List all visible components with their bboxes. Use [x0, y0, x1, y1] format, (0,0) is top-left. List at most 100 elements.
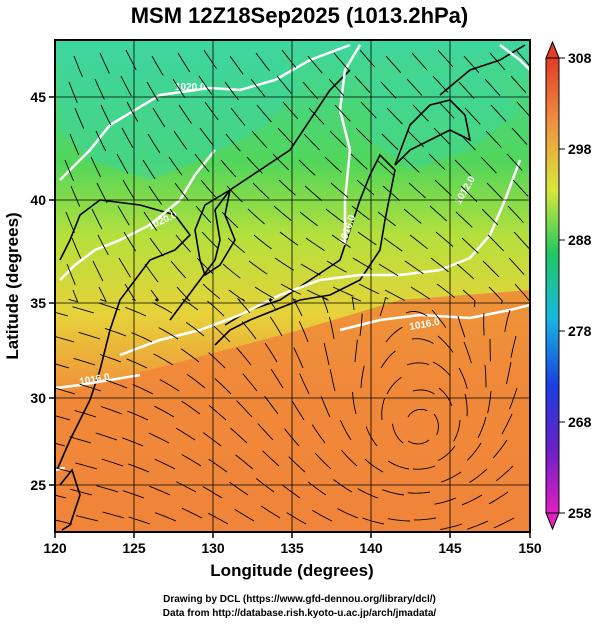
streamline: [101, 458, 124, 467]
colorbar: 258 268 278 288 298 308: [545, 40, 592, 531]
streamline: [92, 260, 104, 282]
streamline: [379, 296, 389, 317]
streamline: [302, 81, 319, 100]
streamline: [78, 331, 101, 340]
data-source-credit: Data from http://database.rish.kyoto-u.a…: [162, 608, 437, 619]
streamline: [386, 107, 403, 125]
streamline: [153, 353, 174, 366]
streamline: [408, 182, 426, 199]
streamline: [482, 260, 500, 278]
streamline: [176, 286, 191, 302]
streamline: [68, 81, 78, 103]
streamline: [202, 283, 221, 300]
streamline: [122, 179, 135, 200]
streamline: [480, 156, 497, 174]
streamline: [326, 260, 347, 273]
streamline: [194, 153, 210, 172]
streamline: [432, 75, 449, 93]
streamline: [66, 263, 76, 285]
streamline: [147, 133, 161, 154]
streamline: [257, 423, 274, 441]
streamline: [214, 378, 232, 395]
streamline: [70, 488, 93, 496]
streamline: [461, 494, 483, 506]
streamline: [69, 436, 92, 444]
coastlines: [56, 44, 526, 531]
grid-lines: [55, 40, 530, 532]
streamline: [437, 335, 454, 353]
streamline: [407, 491, 431, 494]
streamline: [493, 439, 508, 459]
streamline: [74, 107, 85, 129]
streamline: [272, 153, 290, 171]
streamline: [431, 309, 447, 328]
streamline: [94, 78, 105, 100]
streamline: [298, 159, 316, 176]
streamline: [120, 75, 132, 97]
streamline: [230, 107, 246, 126]
streamline: [360, 101, 377, 119]
streamline: [428, 153, 446, 171]
streamline: [100, 406, 123, 415]
streamline: [154, 458, 176, 470]
streamline: [305, 237, 325, 251]
streamline: [307, 481, 327, 496]
streamline: [99, 52, 110, 74]
streamline: [277, 127, 294, 145]
streamline: [486, 182, 503, 200]
streamline: [385, 326, 403, 343]
streamline: [158, 327, 179, 340]
streamline: [198, 75, 213, 95]
colorbar-min-arrow: [545, 512, 560, 531]
streamline: [383, 237, 403, 252]
streamline: [337, 508, 359, 519]
streamline: [487, 390, 492, 414]
streamline: [509, 387, 518, 410]
streamline: [262, 450, 280, 467]
streamline: [355, 127, 373, 145]
streamline: [458, 81, 475, 99]
streamline: [410, 286, 431, 300]
streamline: [456, 263, 475, 280]
streamline: [433, 413, 439, 436]
x-tick-label: 140: [359, 540, 383, 556]
streamline: [306, 289, 328, 300]
y-tick-label: 30: [30, 390, 46, 406]
streamline: [70, 185, 81, 207]
streamline: [225, 133, 241, 152]
streamline: [175, 234, 191, 253]
streamline: [178, 104, 192, 124]
streamline: [286, 512, 307, 525]
streamline: [208, 405, 227, 421]
streamline: [74, 409, 97, 418]
streamline: [507, 205, 524, 223]
streamline: [458, 367, 468, 389]
colorbar-tick-label: 308: [568, 50, 592, 66]
streamline: [196, 257, 214, 275]
streamline: [252, 182, 270, 199]
streamline: [264, 342, 278, 363]
streamline: [328, 316, 335, 340]
streamline: [280, 283, 301, 295]
streamline: [264, 395, 279, 415]
streamline: [434, 179, 452, 196]
streamline: [495, 465, 514, 482]
streamline: [236, 400, 253, 418]
streamline: [459, 133, 476, 151]
streamline: [250, 78, 266, 97]
streamline: [405, 310, 428, 317]
streamline: [55, 363, 70, 369]
streamline: [457, 315, 466, 338]
x-tick-label: 125: [122, 540, 146, 556]
streamline: [330, 182, 349, 198]
streamline: [72, 306, 95, 314]
streamline: [247, 208, 265, 225]
streamline: [411, 338, 434, 344]
streamline: [477, 416, 487, 439]
y-tick-label: 45: [30, 89, 46, 105]
streamline: [144, 263, 159, 283]
streamline: [490, 104, 507, 122]
streamline: [304, 185, 323, 201]
streamline: [208, 352, 226, 369]
